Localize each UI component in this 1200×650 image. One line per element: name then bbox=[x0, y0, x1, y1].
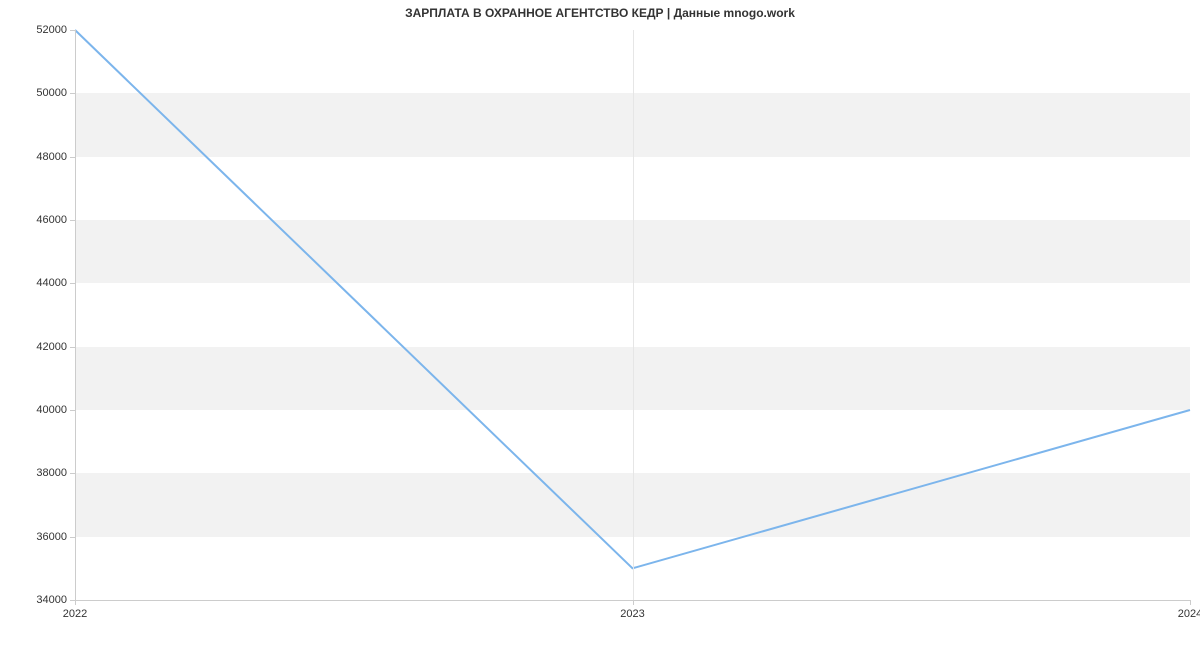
y-tick-label: 34000 bbox=[36, 594, 67, 606]
y-axis-line bbox=[75, 30, 76, 600]
y-tick-mark bbox=[70, 347, 75, 348]
y-tick-mark bbox=[70, 283, 75, 284]
y-tick-label: 48000 bbox=[36, 151, 67, 163]
plot-area: 3400036000380004000042000440004600048000… bbox=[75, 30, 1190, 600]
y-tick-mark bbox=[70, 473, 75, 474]
y-tick-mark bbox=[70, 157, 75, 158]
x-tick-mark bbox=[1190, 600, 1191, 605]
y-tick-label: 36000 bbox=[36, 531, 67, 543]
x-tick-label: 2022 bbox=[63, 608, 87, 620]
chart-container: ЗАРПЛАТА В ОХРАННОЕ АГЕНТСТВО КЕДР | Дан… bbox=[0, 0, 1200, 650]
y-tick-mark bbox=[70, 537, 75, 538]
y-tick-mark bbox=[70, 93, 75, 94]
y-tick-label: 52000 bbox=[36, 24, 67, 36]
y-tick-mark bbox=[70, 220, 75, 221]
chart-title: ЗАРПЛАТА В ОХРАННОЕ АГЕНТСТВО КЕДР | Дан… bbox=[0, 6, 1200, 20]
x-gridline bbox=[633, 30, 634, 600]
x-tick-mark bbox=[633, 600, 634, 605]
y-tick-label: 50000 bbox=[36, 87, 67, 99]
y-tick-label: 44000 bbox=[36, 277, 67, 289]
y-tick-label: 38000 bbox=[36, 467, 67, 479]
x-tick-mark bbox=[75, 600, 76, 605]
y-tick-mark bbox=[70, 30, 75, 31]
y-tick-label: 46000 bbox=[36, 214, 67, 226]
y-tick-label: 40000 bbox=[36, 404, 67, 416]
y-tick-mark bbox=[70, 410, 75, 411]
x-tick-label: 2023 bbox=[620, 608, 644, 620]
x-tick-label: 2024 bbox=[1178, 608, 1200, 620]
y-tick-label: 42000 bbox=[36, 341, 67, 353]
